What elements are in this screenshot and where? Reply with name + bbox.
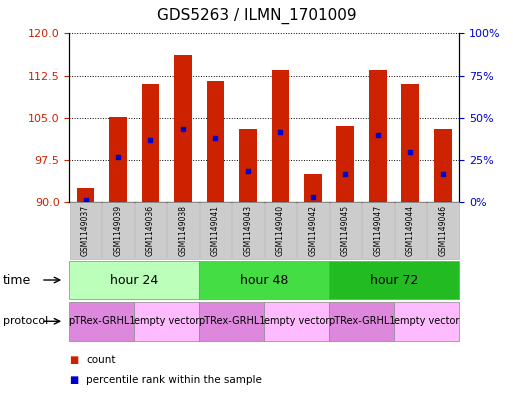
Text: empty vector: empty vector bbox=[394, 316, 459, 326]
Text: empty vector: empty vector bbox=[264, 316, 329, 326]
Text: GDS5263 / ILMN_1701009: GDS5263 / ILMN_1701009 bbox=[156, 7, 357, 24]
Text: pTRex-GRHL1: pTRex-GRHL1 bbox=[198, 316, 265, 326]
Text: GSM1149039: GSM1149039 bbox=[113, 205, 123, 257]
Text: GSM1149045: GSM1149045 bbox=[341, 205, 350, 257]
Bar bbox=[434, 129, 452, 202]
Text: pTRex-GRHL1: pTRex-GRHL1 bbox=[68, 316, 135, 326]
Bar bbox=[207, 81, 224, 202]
Bar bbox=[271, 70, 289, 202]
Text: GSM1149042: GSM1149042 bbox=[308, 206, 318, 256]
Text: ■: ■ bbox=[69, 375, 78, 385]
Text: GSM1149036: GSM1149036 bbox=[146, 205, 155, 257]
Bar bbox=[174, 55, 192, 202]
Text: GSM1149038: GSM1149038 bbox=[179, 206, 187, 256]
Bar bbox=[337, 127, 354, 202]
Text: hour 72: hour 72 bbox=[370, 274, 418, 286]
Text: protocol: protocol bbox=[3, 316, 48, 326]
Bar bbox=[369, 70, 387, 202]
Text: GSM1149041: GSM1149041 bbox=[211, 206, 220, 256]
Bar bbox=[142, 84, 160, 202]
Text: time: time bbox=[3, 274, 31, 286]
Bar bbox=[402, 84, 419, 202]
Text: GSM1149046: GSM1149046 bbox=[439, 205, 447, 257]
Text: hour 48: hour 48 bbox=[240, 274, 288, 286]
Text: GSM1149044: GSM1149044 bbox=[406, 205, 415, 257]
Bar bbox=[109, 117, 127, 202]
Text: GSM1149037: GSM1149037 bbox=[81, 205, 90, 257]
Text: percentile rank within the sample: percentile rank within the sample bbox=[86, 375, 262, 385]
Text: pTRex-GRHL1: pTRex-GRHL1 bbox=[328, 316, 396, 326]
Text: hour 24: hour 24 bbox=[110, 274, 159, 286]
Bar bbox=[304, 174, 322, 202]
Text: GSM1149043: GSM1149043 bbox=[244, 205, 252, 257]
Bar bbox=[239, 129, 257, 202]
Bar bbox=[76, 188, 94, 202]
Text: empty vector: empty vector bbox=[134, 316, 200, 326]
Text: count: count bbox=[86, 355, 116, 365]
Text: ■: ■ bbox=[69, 355, 78, 365]
Text: GSM1149040: GSM1149040 bbox=[276, 205, 285, 257]
Text: GSM1149047: GSM1149047 bbox=[373, 205, 382, 257]
